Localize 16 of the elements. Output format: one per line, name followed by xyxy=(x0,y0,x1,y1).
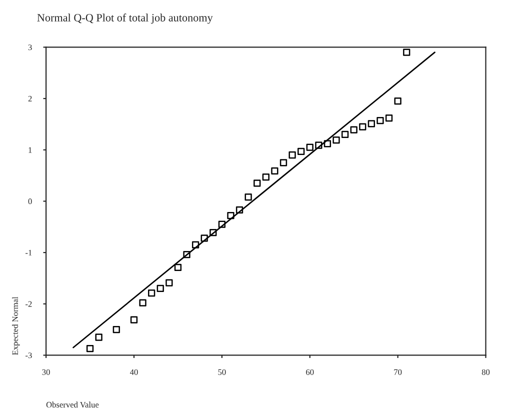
chart-title: Normal Q-Q Plot of total job autonomy xyxy=(37,14,213,24)
y-axis-title: Expected Normal xyxy=(12,296,20,355)
x-tick-label: 40 xyxy=(130,369,138,375)
x-tick-label: 60 xyxy=(306,369,314,375)
y-tick-label: 0 xyxy=(28,198,32,204)
y-tick-label: -1 xyxy=(26,250,32,256)
x-axis-title: Observed Value xyxy=(46,402,99,408)
x-tick-label: 50 xyxy=(218,369,226,375)
x-tick-label: 80 xyxy=(482,369,490,375)
y-tick-label: 1 xyxy=(28,147,32,153)
y-tick-label: -3 xyxy=(26,352,32,358)
y-tick-label: 3 xyxy=(28,44,32,50)
y-tick-label: -2 xyxy=(26,301,32,307)
x-tick-label: 30 xyxy=(42,369,50,375)
y-tick-label: 2 xyxy=(28,96,32,102)
x-tick-label: 70 xyxy=(394,369,402,375)
